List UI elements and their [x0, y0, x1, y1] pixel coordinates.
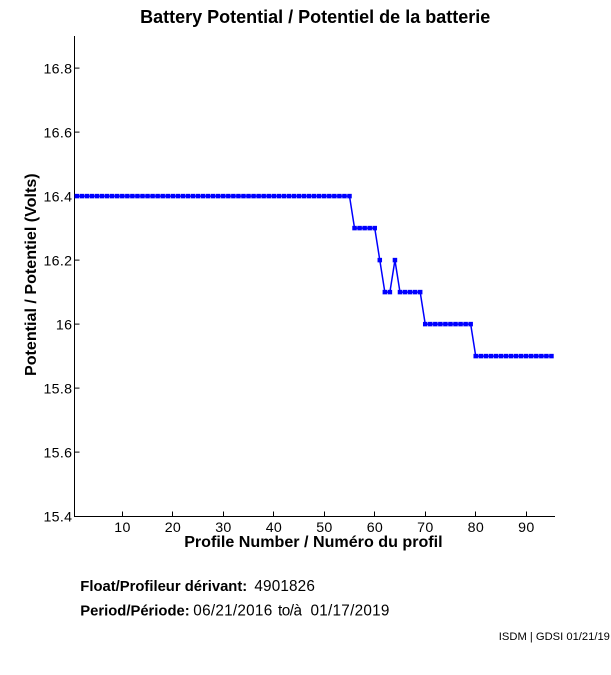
- svg-text:30: 30: [215, 520, 231, 536]
- svg-text:Float/Profileur dérivant:49018: Float/Profileur dérivant: 4901826: [80, 578, 315, 595]
- svg-text:15.4: 15.4: [43, 509, 72, 525]
- svg-text:Profile Number / Numéro du pro: Profile Number / Numéro du profil: [184, 533, 442, 551]
- svg-text:16: 16: [56, 317, 72, 333]
- svg-text:ISDM | GDSI 01/21/19: ISDM | GDSI 01/21/19: [499, 631, 610, 643]
- svg-text:70: 70: [417, 520, 433, 536]
- svg-text:16.6: 16.6: [43, 125, 72, 141]
- svg-text:20: 20: [165, 520, 181, 536]
- svg-text:60: 60: [367, 520, 383, 536]
- svg-text:10: 10: [114, 520, 130, 536]
- svg-text:16.4: 16.4: [43, 189, 72, 205]
- svg-text:15.8: 15.8: [43, 381, 72, 397]
- svg-text:80: 80: [468, 520, 484, 536]
- svg-text:16.2: 16.2: [43, 253, 72, 269]
- svg-text:40: 40: [266, 520, 282, 536]
- svg-text:90: 90: [518, 520, 534, 536]
- svg-text:50: 50: [316, 520, 332, 536]
- svg-text:15.6: 15.6: [43, 445, 72, 461]
- svg-text:16.8: 16.8: [43, 61, 72, 77]
- svg-text:Battery Potential / Potentiel: Battery Potential / Potentiel de la batt…: [140, 7, 490, 27]
- svg-text:Potential / Potentiel (Volts): Potential / Potentiel (Volts): [22, 173, 40, 376]
